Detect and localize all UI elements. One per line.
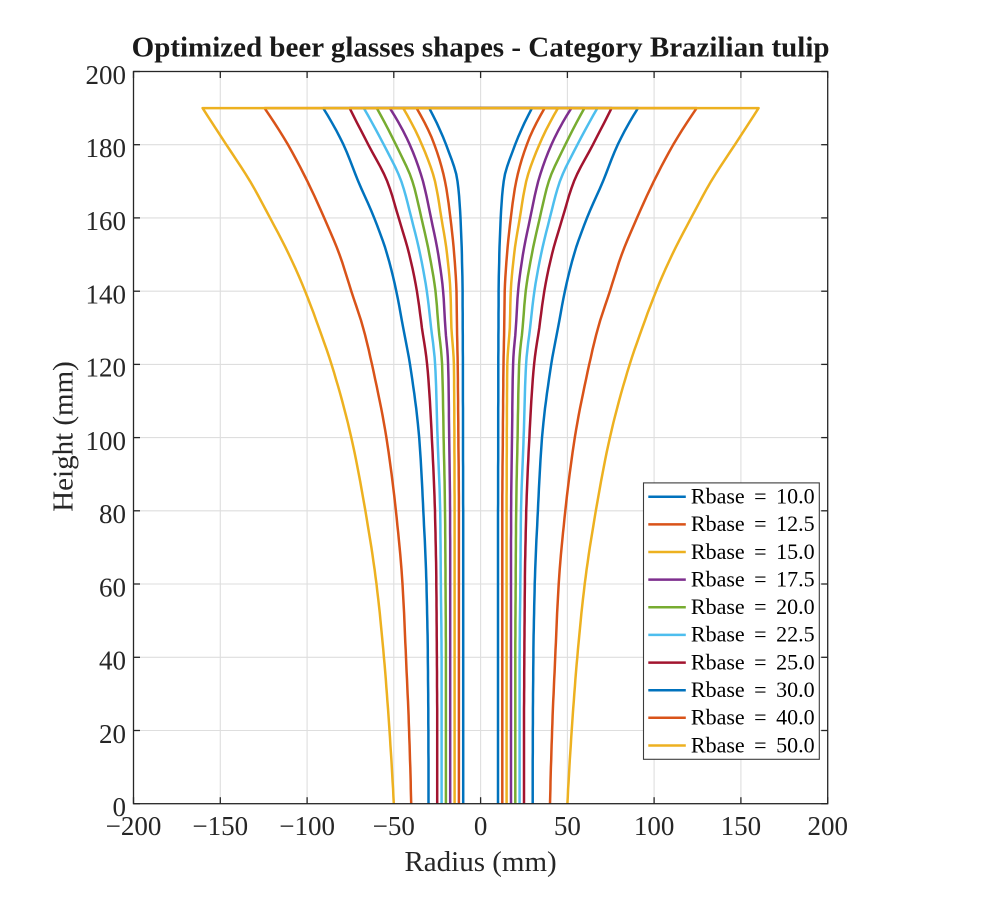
svg-text:160: 160	[86, 206, 127, 236]
svg-text:−150: −150	[192, 811, 248, 841]
svg-text:Rbase = 12.5: Rbase = 12.5	[691, 511, 815, 536]
svg-text:Rbase = 15.0: Rbase = 15.0	[691, 539, 815, 564]
svg-text:Height (mm): Height (mm)	[48, 361, 80, 512]
svg-text:150: 150	[721, 811, 762, 841]
svg-text:Rbase = 50.0: Rbase = 50.0	[691, 732, 815, 757]
svg-text:0: 0	[113, 792, 127, 822]
svg-text:Rbase = 20.0: Rbase = 20.0	[691, 594, 815, 619]
svg-text:0: 0	[474, 811, 488, 841]
svg-text:−50: −50	[373, 811, 415, 841]
svg-text:Rbase = 25.0: Rbase = 25.0	[691, 649, 815, 674]
svg-text:Rbase = 17.5: Rbase = 17.5	[691, 566, 815, 591]
svg-text:200: 200	[86, 60, 127, 90]
svg-text:140: 140	[86, 280, 127, 310]
svg-text:Optimized beer glasses shapes: Optimized beer glasses shapes - Category…	[132, 32, 830, 64]
svg-text:60: 60	[99, 572, 126, 602]
svg-text:80: 80	[99, 499, 126, 529]
svg-text:Rbase = 10.0: Rbase = 10.0	[691, 484, 815, 509]
svg-text:−200: −200	[106, 811, 162, 841]
svg-text:Rbase = 40.0: Rbase = 40.0	[691, 705, 815, 730]
svg-text:−100: −100	[279, 811, 335, 841]
svg-text:100: 100	[634, 811, 675, 841]
svg-text:200: 200	[807, 811, 848, 841]
svg-text:Rbase = 22.5: Rbase = 22.5	[691, 622, 815, 647]
svg-text:Radius (mm): Radius (mm)	[404, 846, 556, 878]
svg-text:50: 50	[554, 811, 581, 841]
svg-text:20: 20	[99, 719, 126, 749]
svg-text:Rbase = 30.0: Rbase = 30.0	[691, 677, 815, 702]
svg-text:100: 100	[86, 426, 127, 456]
svg-text:40: 40	[99, 646, 126, 676]
svg-text:180: 180	[86, 133, 127, 163]
svg-text:120: 120	[86, 353, 127, 383]
